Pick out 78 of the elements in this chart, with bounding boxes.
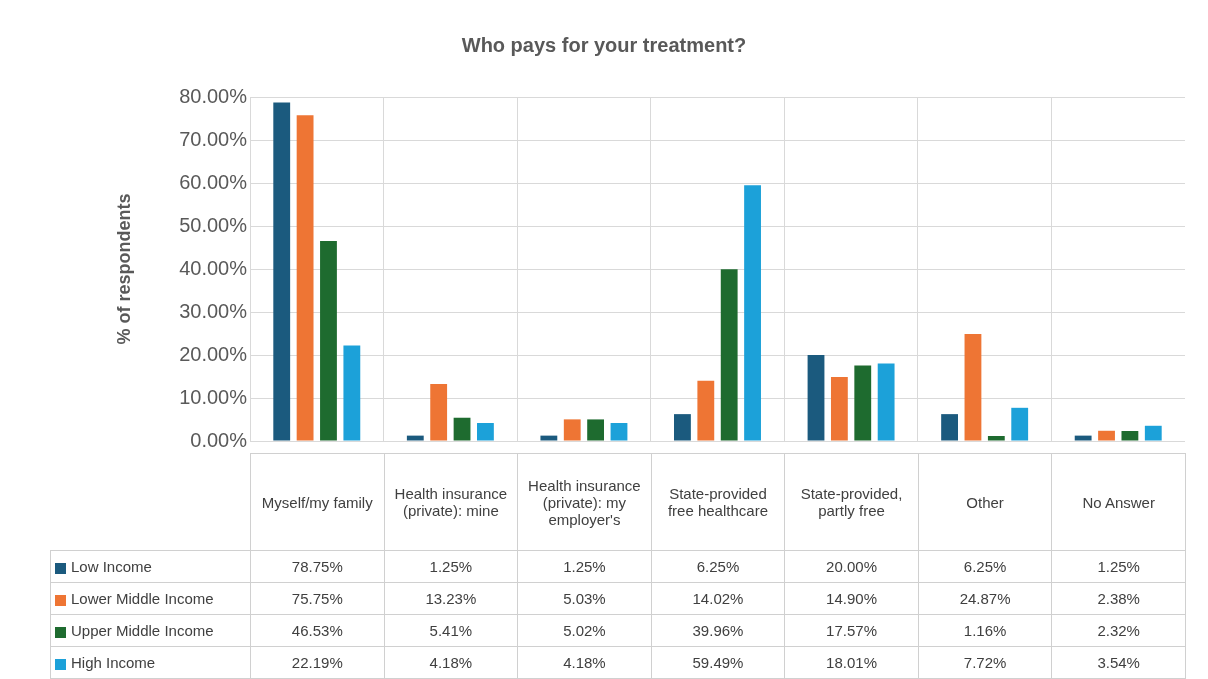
data-label: 17.57% bbox=[784, 614, 919, 647]
bar bbox=[430, 384, 448, 441]
bar bbox=[744, 185, 761, 441]
data-label: 5.02% bbox=[517, 614, 652, 647]
bar bbox=[296, 115, 314, 441]
legend-label: Upper Middle Income bbox=[50, 614, 251, 647]
data-label: 78.75% bbox=[250, 550, 385, 583]
y-tick-label: 10.00% bbox=[179, 385, 248, 408]
bar bbox=[477, 423, 494, 441]
bar bbox=[273, 102, 291, 441]
y-tick-label: 40.00% bbox=[179, 256, 248, 279]
y-tick-label: 50.00% bbox=[179, 213, 248, 236]
data-label: 5.41% bbox=[384, 614, 518, 647]
data-label: 20.00% bbox=[784, 550, 919, 583]
data-label: 2.32% bbox=[1051, 614, 1186, 647]
y-tick-label: 80.00% bbox=[179, 84, 248, 107]
legend-label: Low Income bbox=[50, 550, 251, 583]
bar bbox=[877, 363, 895, 441]
bar bbox=[563, 419, 581, 441]
x-tick-label: Health insurance (private): mine bbox=[384, 453, 518, 551]
x-tick-label: Health insurance (private): my employer's bbox=[517, 453, 652, 551]
y-tick-label: 0.00% bbox=[190, 428, 248, 451]
bar bbox=[1121, 431, 1139, 441]
data-label: 39.96% bbox=[651, 614, 785, 647]
bar bbox=[941, 414, 958, 441]
bar bbox=[674, 414, 691, 441]
data-label: 1.25% bbox=[384, 550, 518, 583]
data-label: 13.23% bbox=[384, 582, 518, 615]
bar bbox=[320, 240, 337, 441]
bar bbox=[406, 435, 424, 441]
data-label: 7.72% bbox=[918, 646, 1052, 679]
data-label: 75.75% bbox=[250, 582, 385, 615]
data-label: 59.49% bbox=[651, 646, 785, 679]
data-label: 46.53% bbox=[250, 614, 385, 647]
data-label: 1.16% bbox=[918, 614, 1052, 647]
data-label: 4.18% bbox=[384, 646, 518, 679]
legend-label: High Income bbox=[50, 646, 251, 679]
data-label: 2.38% bbox=[1051, 582, 1186, 615]
x-tick-label: No Answer bbox=[1051, 453, 1186, 551]
bar bbox=[697, 380, 715, 441]
data-label: 1.25% bbox=[517, 550, 652, 583]
data-label: 6.25% bbox=[651, 550, 785, 583]
bar bbox=[1011, 407, 1029, 441]
data-label: 5.03% bbox=[517, 582, 652, 615]
x-tick-label: State-provided, partly free bbox=[784, 453, 919, 551]
legend-label: Lower Middle Income bbox=[50, 582, 251, 615]
bar bbox=[854, 365, 872, 441]
data-label: 24.87% bbox=[918, 582, 1052, 615]
bar bbox=[807, 355, 825, 441]
y-axis-title: % of respondents bbox=[113, 193, 134, 345]
x-tick-label: Other bbox=[918, 453, 1052, 551]
bar bbox=[1074, 435, 1092, 441]
bar bbox=[540, 435, 558, 441]
data-label: 18.01% bbox=[784, 646, 919, 679]
x-tick-label: State-provided free healthcare bbox=[651, 453, 785, 551]
y-tick-label: 20.00% bbox=[179, 342, 248, 365]
bar bbox=[1144, 425, 1162, 441]
bar bbox=[720, 269, 738, 441]
data-label: 6.25% bbox=[918, 550, 1052, 583]
y-tick-label: 60.00% bbox=[179, 170, 248, 193]
bar bbox=[1098, 430, 1115, 441]
chart-title: Who pays for your treatment? bbox=[460, 34, 748, 57]
data-label: 3.54% bbox=[1051, 646, 1186, 679]
data-label: 14.02% bbox=[651, 582, 785, 615]
y-tick-label: 70.00% bbox=[179, 127, 248, 150]
y-tick-label: 30.00% bbox=[179, 299, 248, 322]
bar bbox=[610, 423, 628, 441]
bar bbox=[964, 334, 982, 441]
bar bbox=[343, 345, 361, 441]
bar bbox=[830, 376, 848, 441]
bar bbox=[987, 436, 1005, 441]
bar bbox=[453, 417, 471, 441]
data-label: 14.90% bbox=[784, 582, 919, 615]
data-label: 1.25% bbox=[1051, 550, 1186, 583]
data-label: 22.19% bbox=[250, 646, 385, 679]
x-tick-label: Myself/my family bbox=[250, 453, 385, 551]
data-label: 4.18% bbox=[517, 646, 652, 679]
bar bbox=[587, 419, 605, 441]
